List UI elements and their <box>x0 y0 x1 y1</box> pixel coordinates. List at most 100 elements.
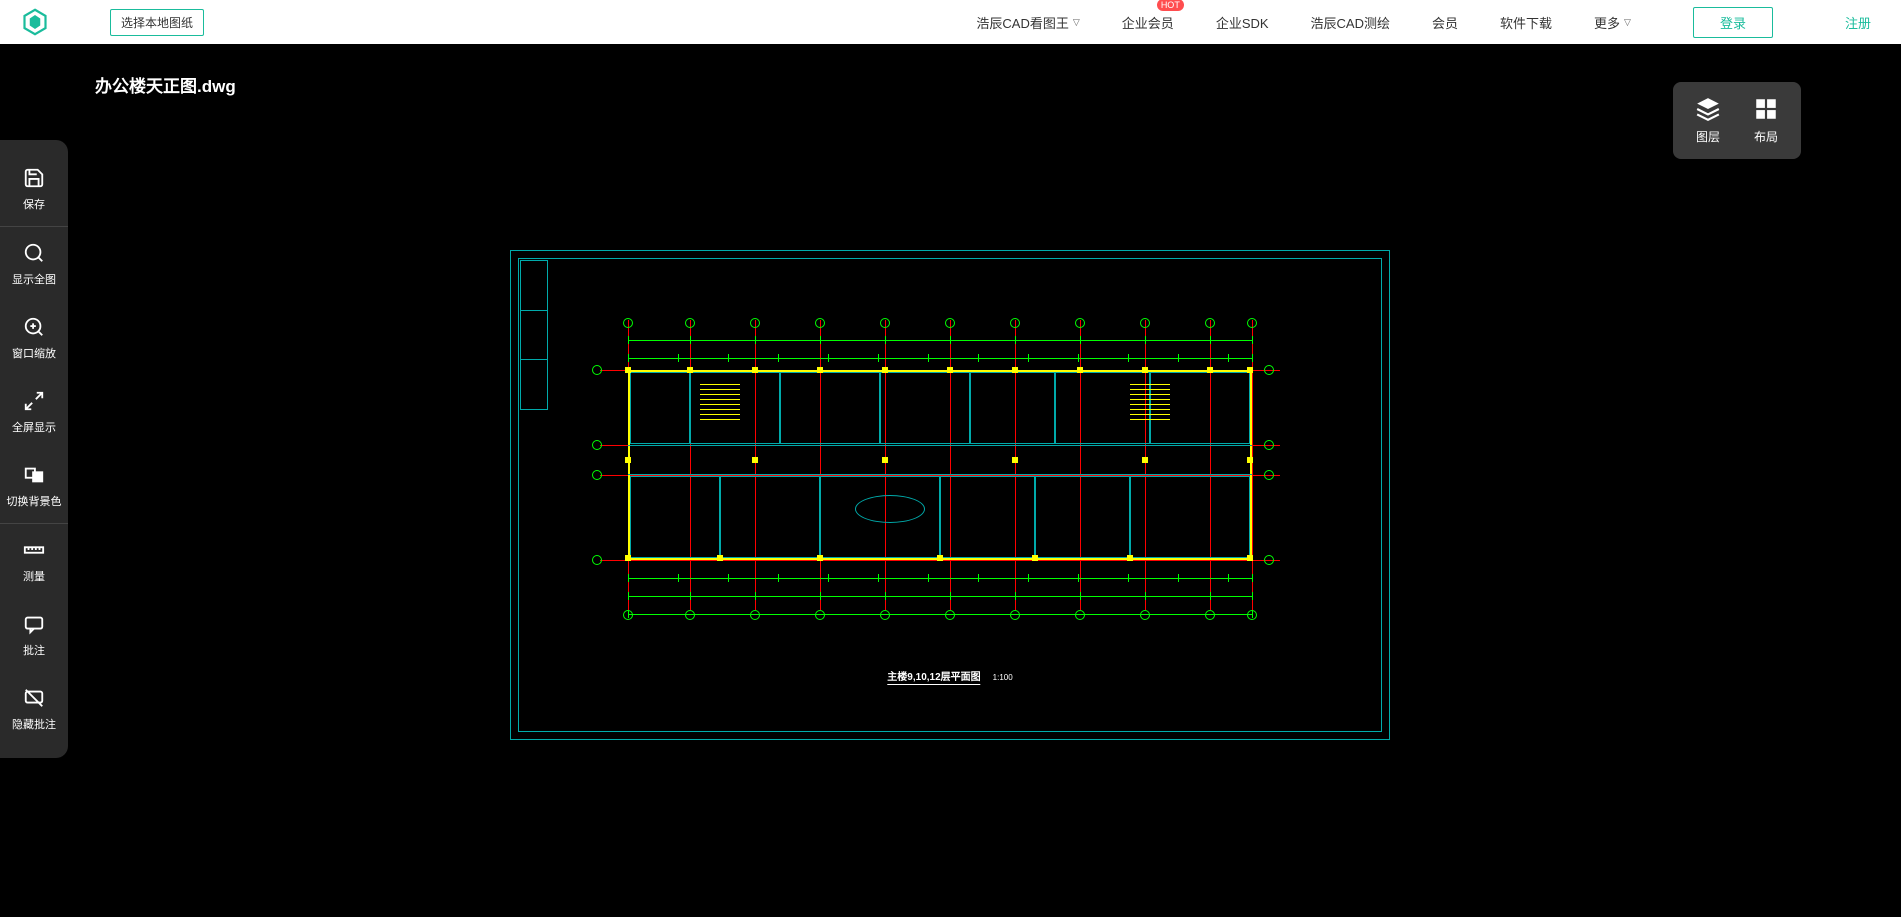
nav-label: 浩辰CAD看图王 <box>976 13 1068 32</box>
tool-label: 测量 <box>23 568 45 584</box>
right-panel: 图层 布局 <box>1673 82 1801 159</box>
grid-bubble <box>592 555 602 565</box>
nav-label: 软件下载 <box>1500 13 1552 32</box>
nav-label: 更多 <box>1594 13 1620 32</box>
grid-bubble <box>1264 470 1274 480</box>
column <box>1127 555 1133 561</box>
column <box>882 367 888 373</box>
register-button[interactable]: 注册 <box>1845 13 1871 32</box>
tool-zoom-window[interactable]: 窗口缩放 <box>0 301 68 375</box>
room <box>970 372 1055 444</box>
grid-bubble <box>1140 318 1150 328</box>
nav-download[interactable]: 软件下载 <box>1500 13 1552 32</box>
stairs <box>700 380 740 430</box>
file-title: 办公楼天正图.dwg <box>95 72 236 97</box>
grid-bubble <box>1140 610 1150 620</box>
panel-layers[interactable]: 图层 <box>1681 92 1735 149</box>
grid-bubble <box>815 610 825 620</box>
fit-icon <box>22 241 46 265</box>
tool-hide-annotate[interactable]: 隐藏批注 <box>0 672 68 746</box>
column <box>1077 367 1083 373</box>
drawing-title-text: 主楼9,10,12层平面图 <box>887 668 980 685</box>
nav-member[interactable]: 会员 <box>1432 13 1458 32</box>
tool-label: 全屏显示 <box>12 419 56 435</box>
select-local-file-button[interactable]: 选择本地图纸 <box>110 9 204 36</box>
grid-bubble <box>1264 440 1274 450</box>
column <box>1142 457 1148 463</box>
corridor <box>628 445 1252 475</box>
nav-survey[interactable]: 浩辰CAD测绘 <box>1311 13 1390 32</box>
chevron-down-icon: ▽ <box>1624 17 1631 28</box>
dimension-line <box>628 568 1252 588</box>
column <box>687 367 693 373</box>
tool-toggle-bg[interactable]: 切换背景色 <box>0 449 68 523</box>
conference-table <box>855 495 925 523</box>
login-button[interactable]: 登录 <box>1693 7 1773 38</box>
room <box>1130 476 1250 558</box>
grid-bubble <box>750 610 760 620</box>
grid-bubble <box>1264 555 1274 565</box>
nav-label: 浩辰CAD测绘 <box>1311 13 1390 32</box>
tool-label: 显示全图 <box>12 271 56 287</box>
nav-label: 企业SDK <box>1216 13 1269 32</box>
column <box>752 457 758 463</box>
tool-label: 隐藏批注 <box>12 716 56 732</box>
nav-more[interactable]: 更多 ▽ <box>1594 13 1631 32</box>
tool-save[interactable]: 保存 <box>0 152 68 226</box>
column <box>752 367 758 373</box>
grid-bubble <box>1247 610 1257 620</box>
grid-icon <box>1753 96 1779 122</box>
grid-bubble <box>1075 610 1085 620</box>
grid-bubble <box>1264 365 1274 375</box>
grid-bubble <box>1010 318 1020 328</box>
grid-bubble <box>1010 610 1020 620</box>
dimension-line <box>628 348 1252 368</box>
panel-layout[interactable]: 布局 <box>1739 92 1793 149</box>
logo[interactable] <box>20 7 50 37</box>
column <box>1012 457 1018 463</box>
hide-annotate-icon <box>22 686 46 710</box>
stairs <box>1130 380 1170 430</box>
grid-bubble <box>815 318 825 328</box>
column <box>1247 457 1253 463</box>
nav-cad-viewer[interactable]: 浩辰CAD看图王 ▽ <box>976 13 1079 32</box>
drawing-title: 主楼9,10,12层平面图 1:100 <box>887 668 1012 685</box>
grid-bubble <box>685 318 695 328</box>
ruler-icon <box>22 538 46 562</box>
column <box>882 457 888 463</box>
grid-bubble <box>880 318 890 328</box>
column <box>1247 555 1253 561</box>
room <box>880 372 970 444</box>
layers-icon <box>1695 96 1721 122</box>
column <box>625 555 631 561</box>
grid-bubble <box>1205 610 1215 620</box>
cad-viewport[interactable]: 主楼9,10,12层平面图 1:100 <box>510 250 1390 740</box>
nav-enterprise[interactable]: HOT 企业会员 <box>1122 13 1174 32</box>
floor-plan <box>600 300 1280 630</box>
column <box>947 367 953 373</box>
tool-fullscreen[interactable]: 全屏显示 <box>0 375 68 449</box>
tool-label: 窗口缩放 <box>12 345 56 361</box>
grid-bubble <box>880 610 890 620</box>
fullscreen-icon <box>22 389 46 413</box>
tool-annotate[interactable]: 批注 <box>0 598 68 672</box>
room <box>720 476 820 558</box>
column <box>625 367 631 373</box>
header: 选择本地图纸 浩辰CAD看图王 ▽ HOT 企业会员 企业SDK 浩辰CAD测绘… <box>0 0 1901 44</box>
room <box>1035 476 1130 558</box>
title-block <box>520 260 548 410</box>
grid-line <box>1252 320 1253 610</box>
nav-sdk[interactable]: 企业SDK <box>1216 13 1269 32</box>
chevron-down-icon: ▽ <box>1073 17 1080 28</box>
room <box>630 476 720 558</box>
bg-toggle-icon <box>22 463 46 487</box>
zoom-icon <box>22 315 46 339</box>
tool-label: 批注 <box>23 642 45 658</box>
tool-measure[interactable]: 测量 <box>0 523 68 598</box>
column <box>1012 367 1018 373</box>
column <box>1247 367 1253 373</box>
tool-fit[interactable]: 显示全图 <box>0 226 68 301</box>
room <box>780 372 880 444</box>
top-nav: 浩辰CAD看图王 ▽ HOT 企业会员 企业SDK 浩辰CAD测绘 会员 软件下… <box>976 7 1881 38</box>
grid-bubble <box>592 440 602 450</box>
